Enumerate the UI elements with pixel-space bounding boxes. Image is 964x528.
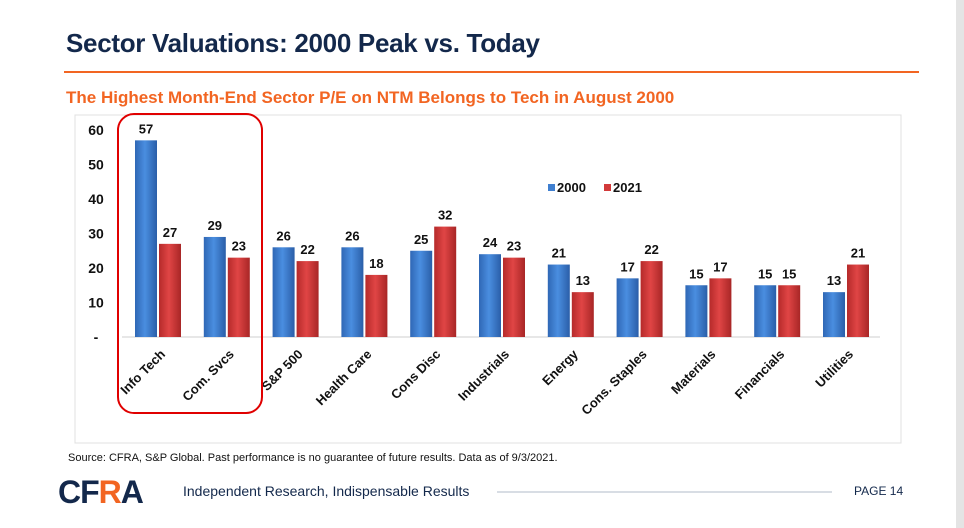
footer-divider (497, 491, 832, 493)
bar-2000 (410, 250, 433, 337)
data-label: 15 (758, 266, 772, 281)
bar-2021 (709, 278, 732, 337)
title-divider (64, 71, 919, 73)
bar-2000 (685, 285, 708, 337)
plot-frame (74, 114, 902, 444)
y-tick-label: - (94, 329, 99, 345)
data-label: 22 (300, 242, 314, 257)
data-label: 18 (369, 256, 383, 271)
data-label: 21 (851, 246, 865, 261)
bar-2000 (754, 285, 777, 337)
source-note: Source: CFRA, S&P Global. Past performan… (68, 452, 558, 464)
bar-2000 (203, 236, 226, 337)
data-label: 17 (620, 259, 634, 274)
data-label: 13 (827, 273, 841, 288)
data-label: 22 (644, 242, 658, 257)
legend-label: 2000 (557, 180, 586, 195)
bar-2021 (159, 243, 181, 337)
chart-subtitle: The Highest Month-End Sector P/E on NTM … (66, 88, 675, 107)
data-label: 23 (507, 239, 521, 254)
x-tick-label: Energy (539, 346, 581, 388)
y-tick-label: 50 (88, 157, 104, 173)
bar-2000 (341, 247, 364, 337)
x-tick-label: Utilities (812, 347, 856, 391)
x-tick-label: Cons. Staples (578, 347, 649, 418)
bar-2000 (135, 140, 157, 337)
data-label: 24 (483, 235, 498, 250)
bar-2021 (571, 292, 594, 337)
x-tick-label: Cons Disc (388, 347, 444, 403)
data-label: 21 (552, 246, 566, 261)
data-label: 32 (438, 208, 452, 223)
bar-2000 (547, 264, 570, 337)
data-label: 29 (208, 218, 222, 233)
x-tick-label: Industrials (455, 347, 512, 404)
window-edge (956, 0, 964, 528)
x-tick-label: S&P 500 (258, 347, 305, 394)
bar-2000 (479, 254, 501, 337)
page-title: Sector Valuations: 2000 Peak vs. Today (66, 28, 540, 58)
data-label: 27 (163, 225, 177, 240)
bar-2021 (640, 261, 663, 337)
bar-2021 (503, 257, 525, 337)
x-tick-label: Financials (732, 347, 788, 403)
highlight-box (117, 113, 263, 414)
bar-2021 (778, 285, 801, 337)
bar-2000 (272, 247, 295, 337)
page-number: PAGE 14 (854, 484, 904, 498)
tagline: Independent Research, Indispensable Resu… (183, 483, 470, 499)
bar-2021 (296, 261, 319, 337)
bar-2000 (823, 292, 845, 337)
y-tick-label: 20 (88, 260, 104, 276)
data-label: 26 (345, 228, 359, 243)
data-label: 15 (689, 266, 703, 281)
y-tick-label: 30 (88, 226, 104, 242)
legend-label: 2021 (613, 180, 642, 195)
data-label: 13 (576, 273, 590, 288)
y-tick-label: 40 (88, 191, 104, 207)
x-tick-label: Health Care (313, 347, 375, 409)
data-label: 17 (713, 259, 727, 274)
y-tick-label: 60 (88, 122, 104, 138)
x-tick-label: Com. Svcs (179, 347, 237, 405)
legend-swatch (548, 184, 555, 191)
bar-2021 (847, 264, 869, 337)
data-label: 15 (782, 266, 796, 281)
cfra-logo: CFRA (58, 474, 144, 510)
bar-2000 (616, 278, 639, 337)
x-tick-label: Materials (668, 347, 718, 397)
data-label: 26 (276, 228, 290, 243)
legend-swatch (604, 184, 611, 191)
data-label: 23 (232, 239, 246, 254)
data-label: 57 (139, 121, 153, 136)
x-tick-label: Info Tech (117, 346, 168, 397)
data-label: 25 (414, 232, 428, 247)
bar-2021 (365, 274, 388, 337)
bar-2021 (434, 226, 457, 337)
bar-2021 (227, 257, 250, 337)
y-tick-label: 10 (88, 295, 104, 311)
